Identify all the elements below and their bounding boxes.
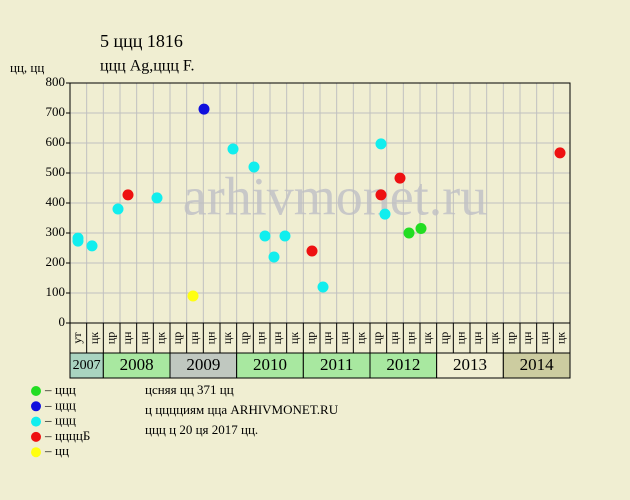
month-label: цр [170, 332, 184, 344]
legend-dash: – [44, 382, 52, 397]
chart-subtitle: ццц Ag,ццц F. [100, 58, 195, 75]
year-box [69, 352, 104, 379]
year-label: 2008 [120, 355, 154, 374]
legend-label: ццц [55, 397, 76, 412]
legend-swatch [31, 431, 41, 442]
watermark: arhivmonet.ru [183, 166, 487, 226]
chart-title: 5 ццц 1816 [100, 31, 183, 51]
point [375, 138, 387, 150]
month-label: цн [470, 331, 484, 344]
legend-swatch [31, 386, 41, 396]
year-label: 2010 [253, 355, 287, 374]
month-label: цк [220, 332, 234, 344]
y-axis-label: цц, цц [10, 60, 44, 75]
month-label: цк [487, 332, 501, 344]
month-label: цр [370, 332, 384, 344]
year-box [236, 352, 304, 379]
month-label: цн [187, 331, 201, 344]
month-label: цн [253, 331, 267, 344]
month-label: цн [453, 331, 467, 344]
y-tick-label: 400 [46, 194, 66, 209]
month-label: цн [520, 331, 534, 344]
month-label: цк [153, 332, 167, 344]
y-tick-label: 700 [46, 104, 66, 119]
month-label: цр [503, 332, 517, 344]
month-label: цр [303, 332, 317, 344]
y-tick-label: 100 [46, 284, 66, 299]
legend-label: ццц [55, 413, 76, 428]
point [279, 230, 291, 242]
month-label: цн [137, 331, 151, 344]
month-label: цк [287, 332, 301, 344]
point [72, 235, 84, 247]
month-label: цр [103, 332, 117, 344]
legend-swatch [31, 447, 41, 458]
year-label: 2012 [386, 355, 420, 374]
point [394, 172, 406, 184]
year-label: 2007 [73, 358, 101, 373]
y-tick-label: 800 [46, 74, 66, 89]
y-tick-label: 0 [59, 314, 66, 329]
point [198, 103, 210, 115]
month-label: цн [270, 331, 284, 344]
point [268, 251, 280, 263]
legend-dash: – [44, 428, 52, 443]
month-label: ут [70, 332, 84, 344]
axis-frame [69, 322, 571, 379]
note: ццц ц 20 ця 2017 цц. [145, 422, 258, 437]
y-tick-label: 200 [46, 254, 66, 269]
point [86, 240, 98, 252]
point [415, 223, 427, 234]
legend-label: ццццБ [55, 428, 90, 443]
month-label: цк [353, 332, 367, 344]
month-label: цр [437, 332, 451, 344]
legend-dash: – [44, 397, 52, 412]
month-label: цк [420, 332, 434, 344]
legend-dash: – [44, 413, 52, 428]
point [151, 192, 163, 204]
month-label: цн [120, 331, 134, 344]
y-tick-label: 600 [46, 134, 66, 149]
point [259, 230, 271, 242]
year-label: 2013 [453, 355, 487, 374]
legend-dash: – [44, 443, 52, 458]
month-label: цк [87, 332, 101, 344]
month-label: цн [320, 331, 334, 344]
point [403, 227, 415, 239]
legend-swatch [31, 401, 41, 412]
note: цcняя цц 371 цц [145, 382, 234, 397]
year-box [169, 352, 238, 379]
point [375, 189, 387, 201]
point [227, 143, 239, 155]
point [317, 281, 329, 293]
y-tick-label: 500 [46, 164, 66, 179]
month-label: цн [403, 331, 417, 344]
year-label: 2014 [520, 355, 555, 374]
point [306, 245, 318, 257]
month-label: цн [537, 331, 551, 344]
year-box [369, 352, 438, 379]
month-label: цр [237, 332, 251, 344]
note: ц цццциям цца ARHIVMONET.RU [145, 402, 339, 417]
point [112, 203, 124, 215]
y-tick-label: 300 [46, 224, 66, 239]
month-label: цн [337, 331, 351, 344]
point [554, 147, 566, 159]
legend-label: ццц [55, 382, 76, 397]
point [248, 161, 260, 173]
year-box [502, 352, 571, 379]
month-label: цк [553, 332, 567, 344]
year-label: 2011 [320, 355, 353, 374]
legend-swatch [31, 416, 41, 427]
month-label: цн [387, 331, 401, 344]
year-label: 2009 [186, 355, 220, 374]
point [379, 208, 391, 220]
point [187, 290, 199, 302]
legend-label: цц [55, 443, 69, 458]
month-label: цн [203, 331, 217, 344]
point [122, 189, 134, 201]
